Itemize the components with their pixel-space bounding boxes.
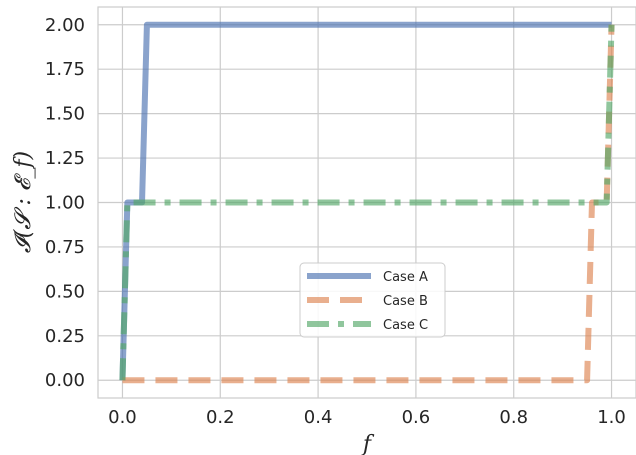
y-tick-label: 0.00 [45,370,85,391]
y-tick-label: 1.00 [45,193,85,214]
y-tick-label: 1.75 [45,59,85,80]
y-tick-label: 1.50 [45,104,85,125]
y-tick-label: 0.50 [45,281,85,302]
legend-label: Case A [383,270,428,285]
legend-label: Case B [383,294,428,309]
x-tick-label: 0.8 [499,407,528,428]
y-tick-label: 2.00 [45,15,85,36]
x-tick-label: 0.6 [402,407,431,428]
x-tick-label: 0.0 [108,407,137,428]
y-tick-labels: 0.00 0.25 0.50 0.75 1.00 1.25 1.50 1.75 2.00 [45,15,85,391]
series-group [119,21,615,384]
x-tick-labels: 0.0 0.2 0.4 0.6 0.8 1.0 [108,407,626,428]
y-tick-label: 1.25 [45,148,85,169]
series-line-case-c [119,24,615,381]
x-tick-label: 0.4 [304,407,333,428]
legend: Case A Case B Case C [299,262,446,338]
x-tick-label: 1.0 [597,407,626,428]
legend-box [299,262,446,338]
legend-label: Case C [383,318,428,333]
series-line-case-b [122,24,615,384]
y-tick-label: 0.75 [45,237,85,258]
y-axis-label: 𝓘(𝓢 : 𝓔_f) [11,151,36,253]
x-axis-label: f [361,432,375,455]
y-tick-label: 0.25 [45,326,85,347]
x-tick-label: 0.2 [206,407,235,428]
